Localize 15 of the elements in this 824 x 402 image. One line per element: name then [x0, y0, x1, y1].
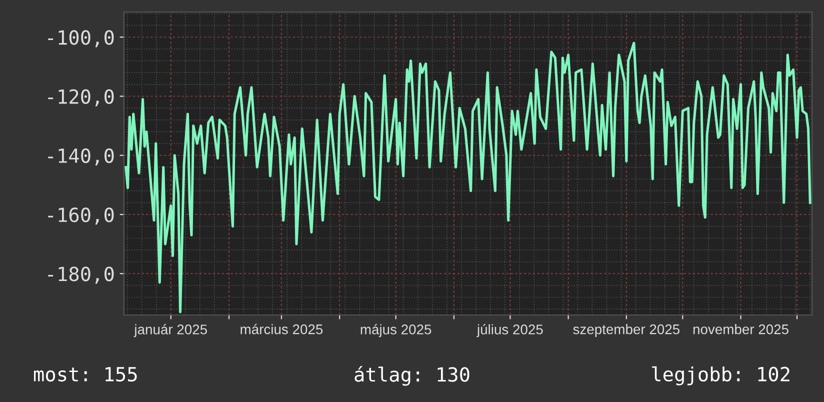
text: átlag: 130	[354, 366, 470, 386]
y-tick-label: -180,0	[48, 266, 114, 284]
text: most: 155	[34, 367, 137, 382]
line-series	[124, 42, 812, 314]
x-tick-label: november 2025	[693, 324, 788, 334]
y-tick-label: -120,0	[48, 89, 114, 106]
y-tick-label: -160,0	[48, 208, 114, 225]
x-tick-label: május 2025	[360, 324, 432, 338]
text: legjobb: 102	[652, 366, 790, 386]
y-tick-label: -100,0	[48, 30, 114, 48]
x-tick-label: január 2025	[134, 324, 207, 338]
x-tick-label: szeptember 2025	[573, 324, 680, 337]
y-tick-label: -140,0	[48, 148, 114, 166]
x-tick-label: július 2025	[476, 324, 543, 338]
x-tick-label: március 2025	[240, 324, 323, 334]
